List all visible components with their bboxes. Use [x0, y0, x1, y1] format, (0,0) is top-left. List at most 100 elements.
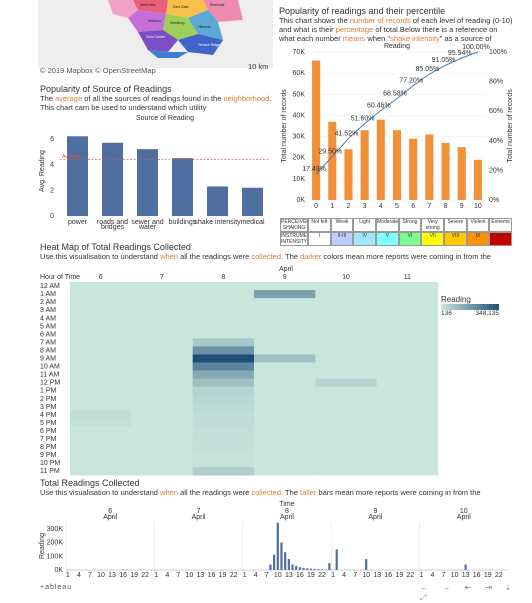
bar[interactable] [465, 565, 467, 570]
heatmap-cell[interactable] [377, 371, 439, 379]
heatmap-cell[interactable] [254, 306, 316, 314]
heatmap-cell[interactable] [315, 467, 377, 475]
heatmap-cell[interactable] [315, 306, 377, 314]
heatmap-cell[interactable] [131, 354, 193, 362]
heatmap-cell[interactable] [315, 443, 377, 451]
heatmap-cell[interactable] [70, 330, 132, 338]
heatmap-cell[interactable] [131, 338, 193, 346]
bar[interactable] [336, 549, 338, 570]
heatmap-cell[interactable] [193, 322, 255, 330]
heatmap-cell[interactable] [70, 298, 132, 306]
heatmap-cell[interactable] [131, 403, 193, 411]
heatmap-cell[interactable] [70, 435, 132, 443]
heatmap-cell[interactable] [193, 290, 255, 298]
heatmap-cell[interactable] [315, 403, 377, 411]
heatmap-cell[interactable] [315, 395, 377, 403]
heatmap-cell[interactable] [193, 419, 255, 427]
heatmap-cell[interactable] [254, 282, 316, 290]
heatmap-cell[interactable] [254, 395, 316, 403]
heatmap-cell[interactable] [193, 459, 255, 467]
heatmap-cell[interactable] [131, 395, 193, 403]
heatmap-cell[interactable] [193, 443, 255, 451]
heatmap-cell[interactable] [377, 330, 439, 338]
bar[interactable] [365, 559, 367, 570]
heatmap-cell[interactable] [193, 354, 255, 362]
heatmap-cell[interactable] [315, 338, 377, 346]
heatmap-cell[interactable] [377, 387, 439, 395]
heatmap-cell[interactable] [70, 419, 132, 427]
bar[interactable] [284, 552, 286, 570]
heatmap-cell[interactable] [131, 451, 193, 459]
bar[interactable] [328, 563, 330, 570]
heatmap-cell[interactable] [70, 354, 132, 362]
heatmap-cell[interactable] [193, 379, 255, 387]
heatmap-cell[interactable] [377, 314, 439, 322]
heatmap-cell[interactable] [377, 451, 439, 459]
heatmap-cell[interactable] [193, 306, 255, 314]
heatmap-cell[interactable] [377, 306, 439, 314]
bar[interactable] [442, 143, 450, 200]
heatmap-cell[interactable] [131, 419, 193, 427]
heatmap-cell[interactable] [193, 363, 255, 371]
heatmap-cell[interactable] [131, 411, 193, 419]
heatmap-cell[interactable] [70, 427, 132, 435]
heatmap-cell[interactable] [254, 371, 316, 379]
heatmap-cell[interactable] [70, 459, 132, 467]
bar[interactable] [393, 130, 401, 200]
heatmap-cell[interactable] [254, 314, 316, 322]
heatmap-cell[interactable] [254, 467, 316, 475]
heatmap-cell[interactable] [193, 467, 255, 475]
heatmap-cell[interactable] [131, 282, 193, 290]
bar[interactable] [409, 139, 417, 200]
heatmap-cell[interactable] [254, 403, 316, 411]
heatmap-cell[interactable] [131, 346, 193, 354]
heatmap-cell[interactable] [193, 338, 255, 346]
heatmap-cell[interactable] [131, 306, 193, 314]
heatmap-cell[interactable] [254, 419, 316, 427]
tableau-logo[interactable]: +ableau [40, 584, 72, 591]
heatmap-cell[interactable] [70, 451, 132, 459]
bar[interactable] [277, 523, 279, 570]
bar[interactable] [273, 555, 275, 570]
heatmap-cell[interactable] [193, 451, 255, 459]
heatmap-cell[interactable] [193, 427, 255, 435]
bar[interactable] [288, 559, 290, 570]
heatmap-cell[interactable] [70, 379, 132, 387]
heatmap-cell[interactable] [254, 354, 316, 362]
heatmap-cell[interactable] [70, 338, 132, 346]
heatmap-cell[interactable] [193, 298, 255, 306]
heatmap-cell[interactable] [193, 387, 255, 395]
heatmap-cell[interactable] [315, 387, 377, 395]
heatmap-cell[interactable] [193, 314, 255, 322]
heatmap-cell[interactable] [315, 363, 377, 371]
heatmap-cell[interactable] [315, 282, 377, 290]
heatmap-cell[interactable] [70, 290, 132, 298]
heatmap-cell[interactable] [193, 403, 255, 411]
heatmap-cell[interactable] [254, 427, 316, 435]
heatmap-cell[interactable] [377, 395, 439, 403]
bar[interactable] [361, 130, 369, 200]
heatmap-cell[interactable] [70, 282, 132, 290]
neighborhood-map[interactable]: West Hills East Gate Midtown Civic Cente… [38, 0, 273, 68]
heatmap-cell[interactable] [131, 467, 193, 475]
heatmap-cell[interactable] [70, 322, 132, 330]
heatmap-cell[interactable] [193, 395, 255, 403]
heatmap-cell[interactable] [377, 282, 439, 290]
heatmap-cell[interactable] [254, 298, 316, 306]
heatmap-cell[interactable] [315, 459, 377, 467]
heatmap-cell[interactable] [377, 427, 439, 435]
heatmap-cell[interactable] [377, 322, 439, 330]
heatmap-cell[interactable] [193, 411, 255, 419]
heatmap-cell[interactable] [254, 290, 316, 298]
bar[interactable] [302, 568, 304, 570]
heatmap-cell[interactable] [377, 403, 439, 411]
heatmap-cell[interactable] [70, 403, 132, 411]
heatmap-cell[interactable] [70, 443, 132, 451]
heatmap-cell[interactable] [377, 411, 439, 419]
heatmap-cell[interactable] [70, 363, 132, 371]
heatmap-cell[interactable] [131, 443, 193, 451]
heatmap-cell[interactable] [70, 314, 132, 322]
heatmap-cell[interactable] [70, 467, 132, 475]
bar[interactable] [291, 565, 293, 570]
